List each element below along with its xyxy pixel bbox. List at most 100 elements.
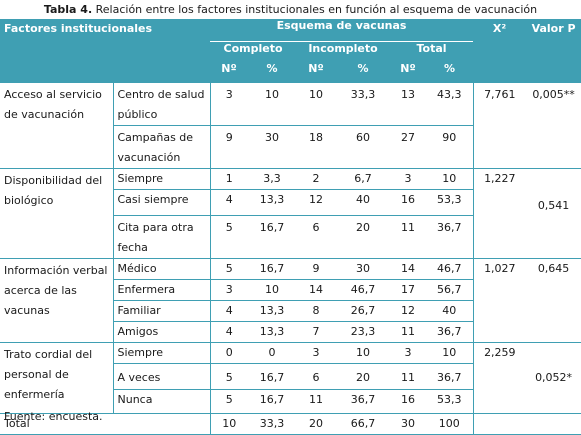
cell-completo-pct: 0 <box>248 342 297 364</box>
cell-total-pct: 36,7 <box>426 215 474 259</box>
table-row: Disponibilidad del biológico Siempre 1 3… <box>0 168 581 259</box>
factor-cell: Información verbal acerca de las vacunas <box>0 258 114 343</box>
cell-incompleto-pct: 26,7 <box>336 300 391 322</box>
cell-valor-p: 0,005** <box>526 82 581 169</box>
table-row: Campañas de vacunación 9 30 18 60 27 90 <box>0 125 581 169</box>
cell-completo-n: 4 <box>209 189 249 216</box>
cell-completo-n: 1 <box>209 168 249 190</box>
header-valor-p: Valor P <box>526 19 581 83</box>
cell-completo-n: 0 <box>209 342 249 364</box>
header-pct: % <box>426 62 474 83</box>
table-caption: Tabla 4. Relación entre los factores ins… <box>0 0 581 19</box>
header-completo: Completo <box>210 41 297 62</box>
total-total-n: 30 <box>390 413 427 435</box>
cell-completo-n: 5 <box>209 363 249 390</box>
table-footnote: Fuente: encuesta. <box>4 410 103 423</box>
table-row: A veces 5 16,7 6 20 11 36,7 0,052* <box>0 363 581 390</box>
cell-incompleto-pct: 20 <box>336 363 391 390</box>
cell-total-pct: 53,3 <box>426 389 474 414</box>
cell-x2 <box>473 190 526 216</box>
total-completo-n: 10 <box>209 413 249 435</box>
cell-total-pct: 10 <box>426 342 474 364</box>
cell-valor-p <box>526 301 581 322</box>
cell-completo-pct: 13,3 <box>248 321 297 343</box>
cell-incompleto-pct: 20 <box>336 215 391 259</box>
cell-valor-p <box>526 390 581 414</box>
cell-total-pct: 10 <box>426 168 474 190</box>
caption-label: Tabla 4. <box>43 3 93 16</box>
caption-text: Relación entre los factores instituciona… <box>92 3 538 16</box>
cell-valor-p <box>526 216 581 259</box>
cell-incompleto-pct: 60 <box>336 125 391 169</box>
cell-total-pct: 36,7 <box>426 363 474 390</box>
sub-cell: Médico <box>113 258 211 280</box>
header-x2: X² <box>473 19 527 83</box>
total-completo-pct: 33,3 <box>248 413 297 435</box>
cell-completo-pct: 16,7 <box>248 389 297 414</box>
sub-cell: Centro de salud público <box>113 82 211 126</box>
cell-x2: 7,761 <box>473 82 527 169</box>
cell-completo-pct: 13,3 <box>248 189 297 216</box>
cell-x2 <box>473 280 526 301</box>
total-total-pct: 100 <box>426 413 474 435</box>
sub-cell: Nunca <box>113 389 211 414</box>
table-row: Nunca 5 16,7 11 36,7 16 53,3 <box>0 389 581 414</box>
results-table: Factores institucionales Esquema de vacu… <box>0 19 581 435</box>
cell-total-pct: 56,7 <box>426 279 474 301</box>
cell-total-n: 3 <box>390 168 427 190</box>
cell-total-pct: 53,3 <box>426 189 474 216</box>
cell-completo-n: 3 <box>209 279 249 301</box>
cell-total-n: 16 <box>390 389 427 414</box>
cell-incompleto-n: 9 <box>296 258 337 280</box>
cell-total-n: 3 <box>390 342 427 364</box>
cell-valor-p: 0,645 <box>526 258 581 280</box>
cell-x2 <box>473 216 526 259</box>
cell-total-pct: 40 <box>426 300 474 322</box>
cell-incompleto-pct: 10 <box>336 342 391 364</box>
sub-cell: Campañas de vacunación <box>113 125 211 169</box>
cell-x2: 1,027 <box>473 258 527 280</box>
cell-completo-pct: 16,7 <box>248 258 297 280</box>
sub-cell: Amigos <box>113 321 211 343</box>
total-incompleto-n: 20 <box>296 413 337 435</box>
cell-incompleto-n: 8 <box>296 300 337 322</box>
table-row: Familiar 4 13,3 8 26,7 12 40 <box>0 300 581 322</box>
cell-total-n: 11 <box>390 363 427 390</box>
sub-cell: Siempre <box>113 342 211 364</box>
cell-total-n: 27 <box>390 125 427 169</box>
cell-x2 <box>473 322 526 343</box>
cell-valor-p <box>526 168 581 190</box>
cell-x2: 1,227 <box>473 168 527 190</box>
header-incompleto: Incompleto <box>296 41 391 62</box>
header-factores: Factores institucionales <box>0 19 211 83</box>
cell-incompleto-n: 14 <box>296 279 337 301</box>
cell-completo-n: 5 <box>209 389 249 414</box>
cell-completo-pct: 16,7 <box>248 215 297 259</box>
sub-cell: Casi siempre <box>113 189 211 216</box>
cell-completo-n: 5 <box>209 215 249 259</box>
sub-cell: Enfermera <box>113 279 211 301</box>
cell-total-n: 11 <box>390 215 427 259</box>
header-n: Nº <box>296 62 337 83</box>
cell-total-n: 16 <box>390 189 427 216</box>
cell-incompleto-n: 12 <box>296 189 337 216</box>
cell-incompleto-pct: 36,7 <box>336 389 391 414</box>
cell-completo-pct: 3,3 <box>248 168 297 190</box>
cell-valor-p: 0,052* <box>535 370 573 384</box>
sub-cell: Familiar <box>113 300 211 322</box>
header-pct: % <box>248 62 297 83</box>
cell-x2 <box>473 364 526 390</box>
cell-completo-pct: 30 <box>248 125 297 169</box>
header-total: Total <box>390 41 474 62</box>
cell-completo-pct: 10 <box>248 82 297 126</box>
table-row: Enfermera 3 10 14 46,7 17 56,7 <box>0 279 581 301</box>
sub-cell: Siempre <box>113 168 211 190</box>
cell-total-pct: 43,3 <box>426 82 474 126</box>
cell-incompleto-n: 2 <box>296 168 337 190</box>
cell-completo-n: 5 <box>209 258 249 280</box>
cell-x2 <box>473 301 526 322</box>
cell-completo-n: 9 <box>209 125 249 169</box>
cell-valor-p: 0,541 <box>537 198 570 212</box>
cell-total-n: 11 <box>390 321 427 343</box>
sub-cell: Cita para otra fecha <box>113 215 211 259</box>
